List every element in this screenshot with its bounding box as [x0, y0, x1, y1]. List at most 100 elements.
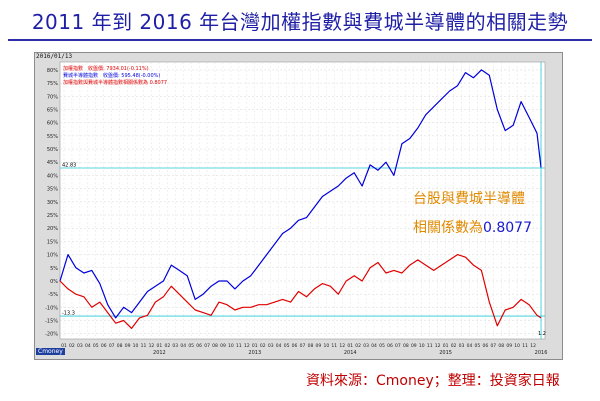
y-tick-label: -10% — [45, 305, 58, 311]
annotation-prefix: 相關係數為 — [413, 220, 483, 236]
x-tick-label: 09 — [125, 343, 131, 349]
annotation-line1: 台股與費城半導體 — [413, 191, 525, 207]
x-tick-label: 04 — [467, 343, 473, 349]
right-tick-label: 1.2 — [538, 331, 546, 337]
reference-line-label: 42.83 — [62, 162, 76, 168]
y-tick-label: 10% — [47, 253, 58, 259]
x-tick-label: 08 — [308, 343, 314, 349]
x-tick-label: 04 — [276, 343, 282, 349]
x-tick-label: 07 — [395, 343, 401, 349]
y-tick-label: 65% — [47, 107, 58, 113]
year-label: 2014 — [344, 350, 357, 356]
x-tick-label: 12 — [530, 343, 536, 349]
x-tick-label: 02 — [451, 343, 457, 349]
x-tick-label: 10 — [228, 343, 234, 349]
y-tick-label: 50% — [47, 147, 58, 153]
x-tick-label: 09 — [220, 343, 226, 349]
x-tick-label: 11 — [427, 343, 433, 349]
x-tick-label: 12 — [149, 343, 155, 349]
x-tick-label: 01 — [157, 343, 163, 349]
y-tick-label: -20% — [45, 332, 58, 338]
y-tick-label: 55% — [47, 134, 58, 140]
x-tick-label: 01 — [252, 343, 258, 349]
x-tick-label: 12 — [339, 343, 345, 349]
x-tick-label: 07 — [109, 343, 115, 349]
x-tick-label: 05 — [93, 343, 99, 349]
x-tick-label: 10 — [419, 343, 425, 349]
legend-entry: 加權指數與費城半導體指數相關係數為 0.8077 — [63, 79, 167, 86]
chart-title: 2011 年到 2016 年台灣加權指數與費城半導體的相關走勢 — [31, 10, 569, 34]
x-tick-label: 05 — [188, 343, 194, 349]
plot-area — [59, 61, 546, 340]
x-tick-label: 01 — [347, 343, 353, 349]
x-tick-label: 11 — [522, 343, 528, 349]
y-tick-label: 25% — [47, 213, 58, 219]
y-tick-label: 80% — [47, 68, 58, 74]
y-tick-label: 40% — [47, 173, 58, 179]
x-tick-label: 11 — [141, 343, 147, 349]
x-tick-label: 11 — [236, 343, 242, 349]
x-tick-label: 07 — [490, 343, 496, 349]
x-tick-label: 06 — [292, 343, 298, 349]
year-label: 2016 — [535, 350, 548, 356]
y-tick-label: 20% — [47, 226, 58, 232]
source-caption: 資料來源：Cmoney；整理：投資家日報 — [306, 373, 560, 389]
y-tick-label: 5% — [50, 266, 58, 272]
y-tick-label: -15% — [45, 319, 58, 325]
y-tick-label: 15% — [47, 239, 58, 245]
y-tick-label: 75% — [47, 81, 58, 87]
x-tick-label: 02 — [260, 343, 266, 349]
y-tick-label: 70% — [47, 94, 58, 100]
annotation-line2: 相關係數為0.8077 — [413, 220, 532, 236]
x-tick-label: 04 — [85, 343, 91, 349]
x-tick-label: 10 — [133, 343, 139, 349]
x-tick-label: 06 — [387, 343, 393, 349]
x-tick-label: 05 — [379, 343, 385, 349]
y-tick-label: 60% — [47, 121, 58, 127]
year-label: 2012 — [153, 350, 166, 356]
x-tick-label: 05 — [284, 343, 290, 349]
legend-entry: 加權指數 收盤價: 7934.01(-0.11%) — [63, 65, 149, 72]
x-tick-label: 03 — [77, 343, 83, 349]
x-tick-label: 07 — [300, 343, 306, 349]
x-tick-label: 01 — [443, 343, 449, 349]
reference-line-label: -13.3 — [62, 311, 75, 317]
x-tick-label: 02 — [164, 343, 170, 349]
x-tick-label: 01 — [61, 343, 67, 349]
x-tick-label: 06 — [196, 343, 202, 349]
year-label: 2015 — [439, 350, 452, 356]
x-tick-label: 04 — [180, 343, 186, 349]
x-tick-label: 07 — [204, 343, 210, 349]
series-line-sox — [59, 69, 542, 319]
x-tick-label: 12 — [244, 343, 250, 349]
x-tick-label: 03 — [363, 343, 369, 349]
x-tick-label: 08 — [212, 343, 218, 349]
x-tick-label: 10 — [323, 343, 329, 349]
x-tick-label: 04 — [371, 343, 377, 349]
x-tick-label: 08 — [498, 343, 504, 349]
year-label: 2013 — [248, 350, 261, 356]
x-tick-label: 03 — [459, 343, 465, 349]
x-tick-label: 05 — [475, 343, 481, 349]
x-tick-label: 09 — [506, 343, 512, 349]
x-tick-label: 10 — [514, 343, 520, 349]
x-tick-label: 06 — [483, 343, 489, 349]
x-tick-label: 08 — [403, 343, 409, 349]
x-tick-label: 03 — [268, 343, 274, 349]
x-tick-label: 11 — [331, 343, 337, 349]
cmoney-watermark: Cmoney — [36, 348, 65, 355]
y-tick-label: 0% — [50, 279, 58, 285]
chart-date-label: 2016/01/13 — [36, 53, 73, 60]
x-tick-label: 09 — [316, 343, 322, 349]
title-divider — [8, 39, 592, 41]
x-tick-label: 06 — [101, 343, 107, 349]
x-tick-label: 03 — [172, 343, 178, 349]
x-tick-label: 09 — [411, 343, 417, 349]
y-tick-label: -5% — [48, 292, 58, 298]
x-tick-label: 02 — [355, 343, 361, 349]
y-tick-label: 45% — [47, 160, 58, 166]
annotation-value: 0.8077 — [483, 220, 532, 236]
x-tick-label: 08 — [117, 343, 123, 349]
y-tick-label: 35% — [47, 187, 58, 193]
